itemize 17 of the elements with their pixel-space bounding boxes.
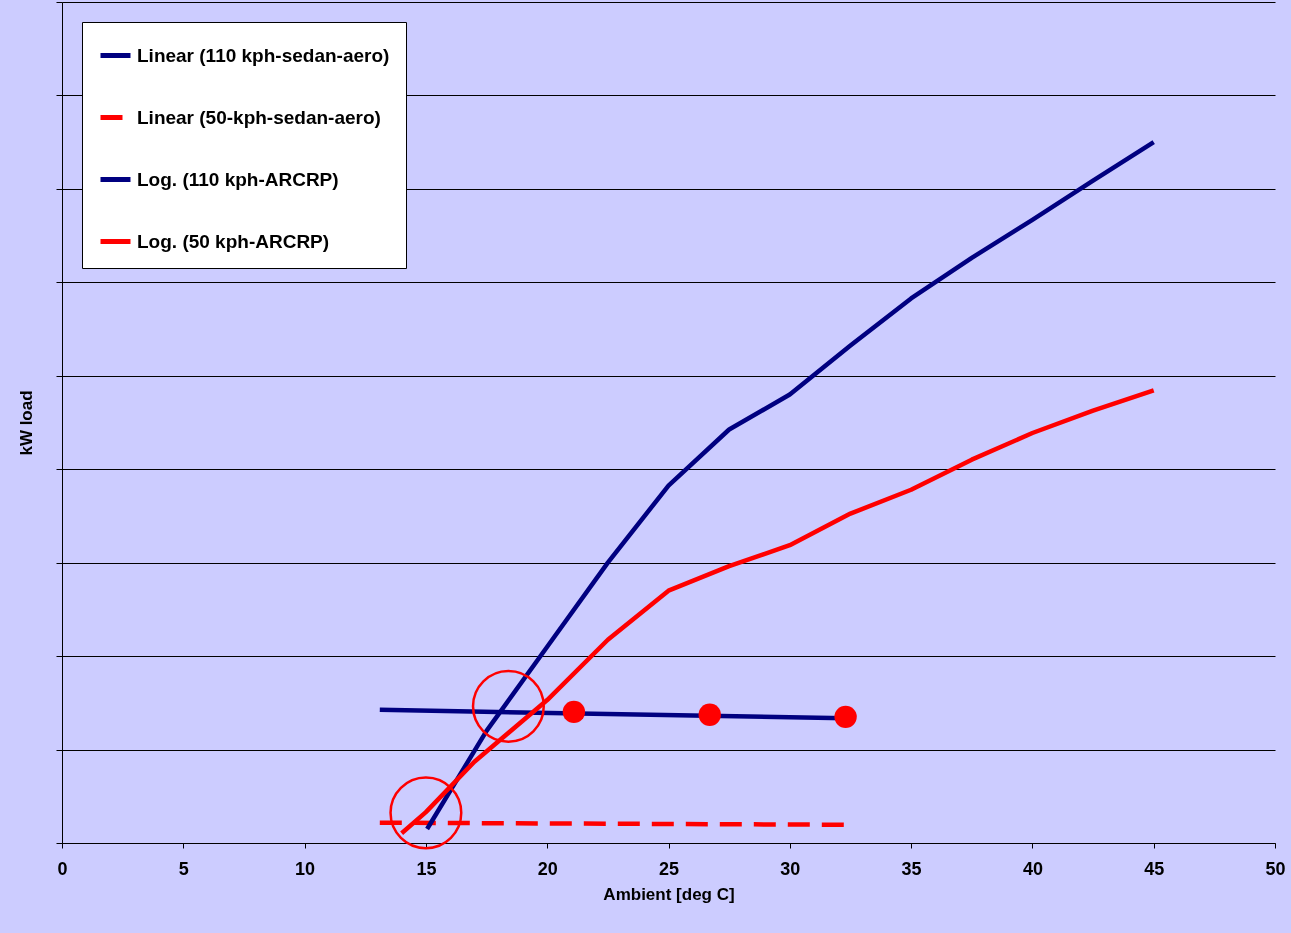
x-tick-label: 30 (780, 858, 801, 879)
x-tick-label: 25 (658, 858, 680, 879)
x-tick-label: 40 (1022, 858, 1043, 879)
legend-label: Log. (50 kph-ARCRP) (137, 230, 330, 252)
legend-label: Linear (110 kph-sedan-aero) (137, 44, 390, 66)
x-tick-label: 50 (1265, 858, 1286, 879)
x-tick-label: 20 (537, 858, 558, 879)
legend-label: Linear (50-kph-sedan-aero) (137, 106, 381, 128)
x-tick-label: 35 (901, 858, 922, 879)
x-tick-label: 10 (295, 858, 316, 879)
x-tick-label: 45 (1144, 858, 1165, 879)
x-tick-label: 5 (178, 858, 189, 879)
y-axis-title: kW load (17, 390, 36, 456)
x-axis-title: Ambient [deg C] (603, 884, 735, 904)
x-tick-label: 0 (57, 858, 68, 879)
x-tick-label: 15 (416, 858, 437, 879)
legend-label: Log. (110 kph-ARCRP) (137, 168, 339, 190)
